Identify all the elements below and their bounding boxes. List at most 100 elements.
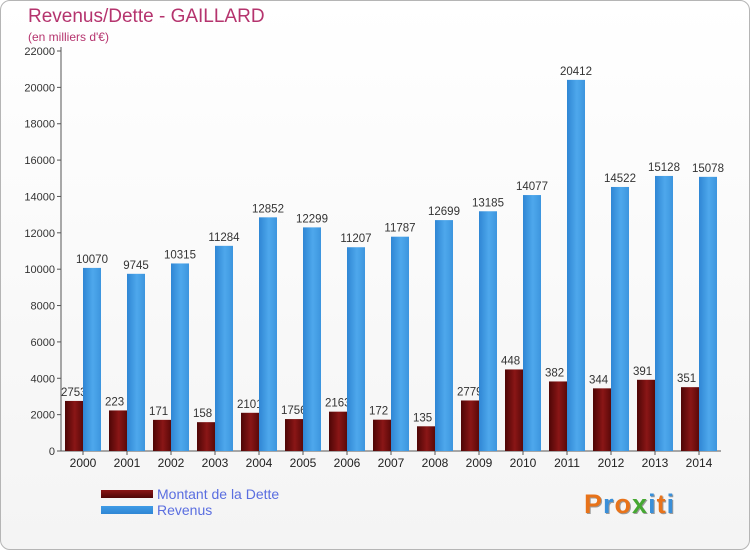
y-tick-label: 10000 xyxy=(24,264,55,276)
debt-bar xyxy=(241,412,259,451)
debt-data-label: 1756 xyxy=(281,405,307,417)
revenue-data-label: 15128 xyxy=(648,162,680,174)
revenue-bar xyxy=(215,245,233,451)
x-tick-label: 2000 xyxy=(70,456,97,470)
debt-data-label: 2779 xyxy=(457,386,483,398)
logo-letter: x xyxy=(632,489,649,519)
y-tick-label: 0 xyxy=(49,446,55,458)
debt-data-label: 2101 xyxy=(237,399,263,411)
debt-bar xyxy=(417,426,435,451)
x-tick-label: 2009 xyxy=(466,456,493,470)
debt-bar xyxy=(637,379,655,451)
debt-bar xyxy=(109,410,127,451)
debt-bar xyxy=(505,369,523,451)
revenue-data-label: 12852 xyxy=(252,203,284,215)
debt-data-label: 2753 xyxy=(61,387,87,399)
y-tick-label: 22000 xyxy=(24,46,55,58)
revenue-bar xyxy=(611,186,629,452)
debt-bar xyxy=(329,411,347,451)
revenue-bar xyxy=(479,211,497,451)
revenue-bar xyxy=(259,217,277,451)
logo-letter: o xyxy=(614,489,633,519)
revenue-data-label: 10315 xyxy=(164,249,196,261)
proxiti-logo: Proxiti xyxy=(584,489,675,520)
revenue-data-label: 11787 xyxy=(384,223,415,235)
revenue-bar xyxy=(699,176,717,451)
legend-swatch-debt xyxy=(101,490,153,498)
revenue-bar xyxy=(567,79,585,451)
logo-letter: i xyxy=(666,489,676,519)
y-tick-label: 4000 xyxy=(31,373,55,385)
revenue-data-label: 11284 xyxy=(208,232,240,244)
revenue-bar xyxy=(391,236,409,451)
y-tick-label: 6000 xyxy=(31,337,55,349)
y-tick-label: 12000 xyxy=(24,228,55,240)
x-tick-label: 2004 xyxy=(246,456,273,470)
debt-data-label: 171 xyxy=(149,406,168,418)
revenue-bar xyxy=(303,227,321,451)
x-tick-label: 2012 xyxy=(598,456,625,470)
debt-data-label: 382 xyxy=(545,367,564,379)
x-tick-label: 2013 xyxy=(642,456,669,470)
revenue-data-label: 12299 xyxy=(296,213,328,225)
debt-bar xyxy=(285,419,303,451)
chart-title: Revenus/Dette - GAILLARD xyxy=(28,6,265,27)
x-tick-label: 2005 xyxy=(290,456,317,470)
x-tick-label: 2003 xyxy=(202,456,229,470)
legend-label-revenue: Revenus xyxy=(157,502,213,518)
revenue-data-label: 13185 xyxy=(472,197,504,209)
revenue-bar xyxy=(435,220,453,451)
revenue-data-label: 11207 xyxy=(340,233,371,245)
debt-data-label: 223 xyxy=(105,396,124,408)
debt-bar xyxy=(549,381,567,451)
revenue-data-label: 14522 xyxy=(604,173,636,185)
debt-bar xyxy=(593,388,611,451)
debt-data-label: 2163 xyxy=(325,398,351,410)
y-tick-label: 18000 xyxy=(24,119,55,131)
debt-bar xyxy=(197,422,215,451)
debt-data-label: 135 xyxy=(413,412,432,424)
logo-letter: r xyxy=(603,489,615,519)
revenue-data-label: 15078 xyxy=(692,163,724,175)
x-tick-label: 2006 xyxy=(334,456,361,470)
x-tick-label: 2002 xyxy=(158,456,185,470)
logo-letter: P xyxy=(584,489,604,519)
y-tick-label: 20000 xyxy=(24,82,55,94)
y-tick-label: 2000 xyxy=(31,410,55,422)
legend-swatch-revenue xyxy=(101,506,153,514)
x-tick-label: 2001 xyxy=(114,456,141,470)
debt-data-label: 344 xyxy=(589,374,609,386)
legend-label-debt: Montant de la Dette xyxy=(157,486,280,502)
x-tick-label: 2010 xyxy=(510,456,537,470)
debt-data-label: 391 xyxy=(633,366,652,378)
debt-bar xyxy=(153,419,171,451)
revenue-bar xyxy=(127,273,145,451)
logo-letter: t xyxy=(656,489,667,519)
debt-data-label: 172 xyxy=(369,406,388,418)
x-tick-label: 2007 xyxy=(378,456,405,470)
revenue-data-label: 10070 xyxy=(76,254,108,266)
logo-letter: i xyxy=(648,489,657,519)
revenue-data-label: 9745 xyxy=(123,260,149,272)
x-tick-label: 2014 xyxy=(686,456,713,470)
debt-data-label: 448 xyxy=(501,355,520,367)
revenue-data-label: 14077 xyxy=(516,181,548,193)
debt-data-label: 351 xyxy=(677,373,696,385)
revenue-bar xyxy=(655,175,673,452)
debt-bar xyxy=(681,387,699,451)
revenue-data-label: 20412 xyxy=(560,66,592,78)
revenue-bar xyxy=(523,195,541,451)
debt-bar xyxy=(461,400,479,451)
revenue-bar xyxy=(347,247,365,451)
y-tick-label: 8000 xyxy=(31,301,55,313)
debt-bar xyxy=(65,400,83,451)
debt-data-label: 158 xyxy=(193,408,212,420)
y-tick-label: 16000 xyxy=(24,155,55,167)
debt-bar xyxy=(373,419,391,451)
revenue-data-label: 12699 xyxy=(428,206,460,218)
chart-subtitle: (en milliers d'€) xyxy=(28,30,109,44)
y-tick-label: 14000 xyxy=(24,191,55,203)
x-tick-label: 2011 xyxy=(554,456,580,470)
